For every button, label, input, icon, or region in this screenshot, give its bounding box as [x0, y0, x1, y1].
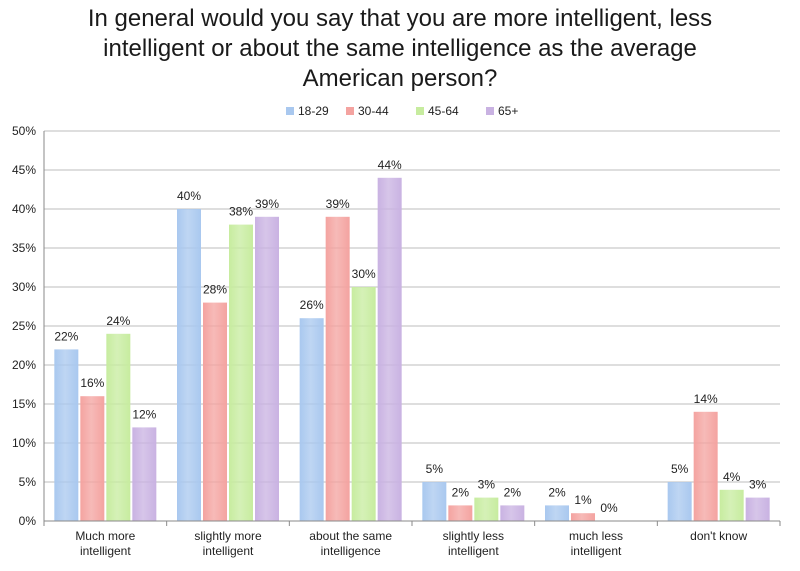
bar-45-64: [229, 224, 253, 521]
data-label: 2%: [504, 485, 522, 499]
data-label: 26%: [300, 298, 324, 312]
data-label: 28%: [203, 283, 227, 297]
data-label: 4%: [723, 470, 741, 484]
data-label: 40%: [177, 189, 201, 203]
bar-65+: [745, 497, 770, 521]
bar-65+: [255, 216, 279, 522]
chart-title-line-3: American person?: [302, 65, 498, 92]
bars: 22%16%24%12%40%28%38%39%26%39%30%44%5%2%…: [54, 158, 770, 522]
y-tick-label: 45%: [12, 163, 36, 177]
legend-label: 65+: [498, 104, 518, 118]
data-label: 5%: [671, 462, 689, 476]
data-label: 22%: [54, 329, 78, 343]
data-label: 2%: [548, 485, 566, 499]
data-label: 38%: [229, 205, 253, 219]
y-tick-label: 10%: [12, 436, 36, 450]
y-tick-label: 20%: [12, 358, 36, 372]
y-tick-label: 25%: [12, 319, 36, 333]
y-axis: 0% 5% 10% 15% 20% 25% 30% 35% 40% 45% 50%: [12, 124, 45, 528]
legend-swatch: [286, 107, 294, 115]
y-tick-label: 0%: [19, 514, 37, 528]
bar-18-29: [299, 318, 324, 521]
bar-18-29: [422, 482, 447, 521]
data-label: 16%: [80, 376, 104, 390]
data-label: 39%: [255, 197, 279, 211]
bar-18-29: [54, 349, 79, 521]
bar-30-44: [80, 396, 105, 521]
bar-18-29: [667, 482, 692, 521]
data-label: 14%: [694, 392, 718, 406]
chart-title-line-1: In general would you say that you are mo…: [87, 5, 713, 32]
x-category-label: slightly less intelligent: [443, 529, 504, 558]
y-tick-label: 15%: [12, 397, 36, 411]
chart-title-line-2: intelligent or about the same intelligen…: [103, 35, 697, 62]
legend: 18-29 30-44 45-64 65+: [286, 104, 518, 118]
data-label: 2%: [452, 485, 470, 499]
data-label: 3%: [749, 478, 767, 492]
y-tick-label: 40%: [12, 202, 36, 216]
bar-45-64: [106, 333, 131, 521]
x-category-label: don't know: [690, 529, 747, 543]
x-axis: Much more intelligent slightly more intelli…: [43, 520, 781, 558]
data-label: 1%: [574, 493, 592, 507]
legend-label: 30-44: [358, 104, 389, 118]
data-label: 24%: [106, 314, 130, 328]
bar-65+: [132, 427, 157, 521]
data-label: 12%: [132, 407, 156, 421]
x-category-label: much less intelligent: [569, 529, 623, 558]
legend-swatch: [346, 107, 354, 115]
gridlines: [44, 130, 780, 522]
legend-label: 45-64: [428, 104, 459, 118]
data-label: 39%: [326, 197, 350, 211]
bar-30-44: [571, 513, 595, 521]
data-label: 5%: [426, 462, 444, 476]
bar-45-64: [474, 497, 499, 521]
bar-18-29: [545, 505, 569, 521]
bar-18-29: [177, 209, 201, 521]
legend-swatch: [486, 107, 494, 115]
x-category-label: Much more intelligent: [75, 529, 135, 558]
legend-swatch: [416, 107, 424, 115]
y-tick-label: 5%: [19, 475, 37, 489]
bar-65+: [500, 505, 525, 521]
data-label: 0%: [600, 501, 618, 515]
data-label: 44%: [378, 158, 402, 172]
bar-65+: [377, 177, 402, 522]
bar-30-44: [448, 505, 473, 521]
bar-45-64: [719, 489, 744, 521]
x-category-label: about the same intelligence: [309, 529, 392, 558]
bar-30-44: [325, 216, 350, 522]
y-tick-label: 50%: [12, 124, 36, 138]
data-label: 3%: [478, 478, 496, 492]
x-category-label: slightly more intelligent: [194, 529, 262, 558]
bar-30-44: [203, 302, 227, 521]
bar-30-44: [693, 411, 718, 521]
y-tick-label: 35%: [12, 241, 36, 255]
data-label: 30%: [352, 267, 376, 281]
legend-label: 18-29: [298, 104, 329, 118]
chart-title: In general would you say that you are mo…: [0, 4, 800, 94]
bar-45-64: [351, 287, 376, 521]
y-tick-label: 30%: [12, 280, 36, 294]
